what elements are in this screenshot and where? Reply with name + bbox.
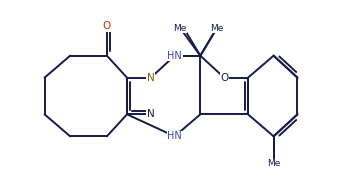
Text: Me: Me (267, 159, 280, 168)
Text: N: N (147, 73, 155, 83)
Text: Me: Me (173, 24, 187, 33)
Text: N: N (147, 109, 155, 119)
Text: HN: HN (167, 131, 182, 141)
Text: O: O (103, 21, 111, 31)
Text: HN: HN (167, 51, 182, 61)
Text: O: O (220, 73, 228, 83)
Text: Me: Me (210, 24, 223, 33)
